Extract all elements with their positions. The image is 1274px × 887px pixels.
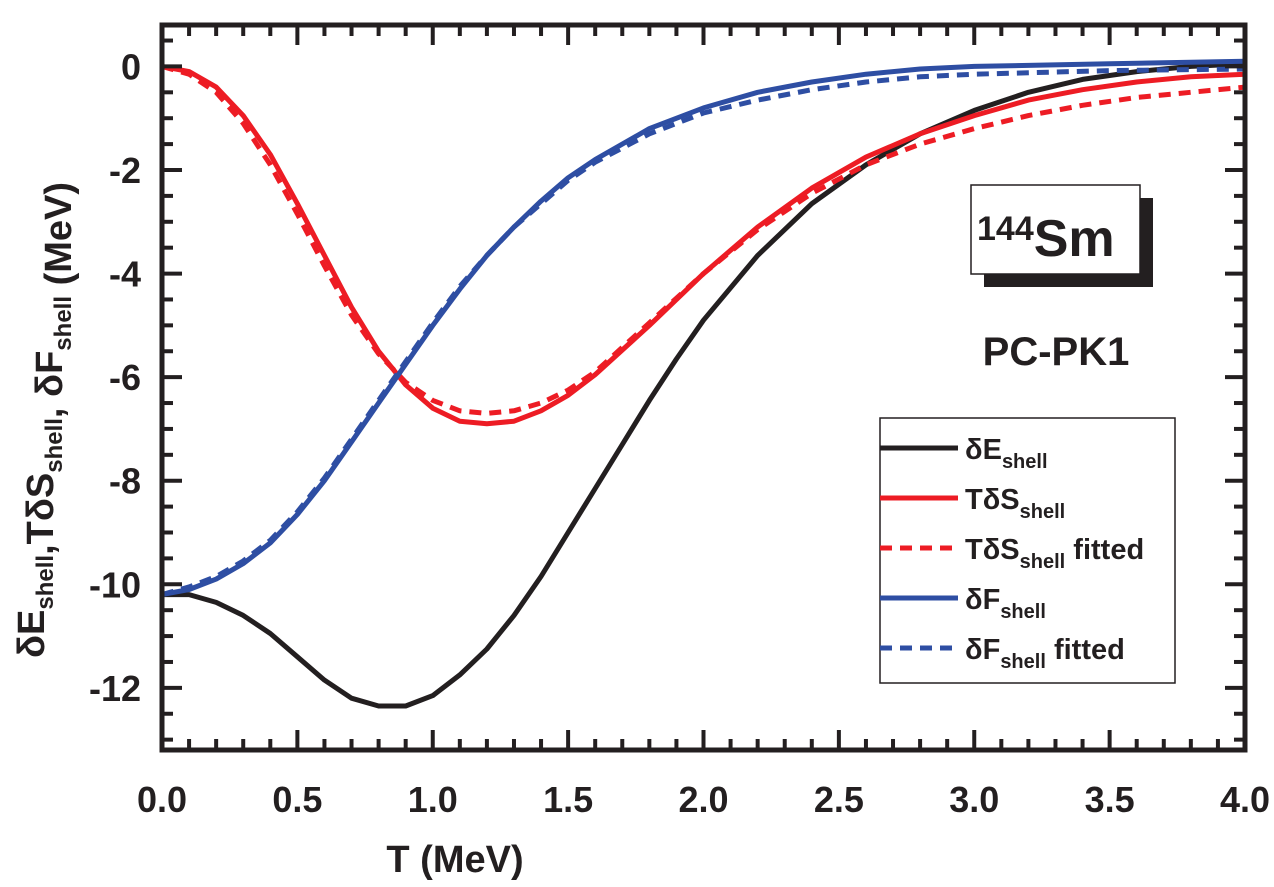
series-line-fshell-fitted bbox=[162, 66, 1245, 598]
legend-item: TδSshell bbox=[880, 484, 1065, 523]
x-tick-label: 4.0 bbox=[1220, 779, 1270, 820]
x-tick-labels: 0.0 0.5 1.0 1.5 2.0 2.5 3.0 3.5 4.0 bbox=[137, 779, 1270, 820]
y-title-subscript: shell bbox=[41, 418, 68, 473]
y-tick-label: -6 bbox=[109, 357, 141, 398]
y-title-part: ,TδS bbox=[20, 473, 62, 555]
x-tick-label: 0.0 bbox=[137, 779, 187, 820]
y-title-part: (MeV) bbox=[38, 182, 80, 296]
x-tick-label: 0.5 bbox=[272, 779, 322, 820]
y-tick-labels: 0 -2 -4 -6 -8 -10 -12 bbox=[89, 46, 141, 708]
x-tick-label: 3.5 bbox=[1085, 779, 1135, 820]
y-tick-label: -10 bbox=[89, 564, 141, 605]
nucleus-symbol: Sm bbox=[1034, 210, 1115, 268]
model-label: PC-PK1 bbox=[983, 330, 1130, 374]
y-title-subscript: shell bbox=[50, 296, 77, 351]
legend-item: δFshell bbox=[880, 584, 1046, 623]
y-tick-label: -8 bbox=[109, 461, 141, 502]
series-layer bbox=[162, 58, 1245, 709]
nucleus-box bbox=[970, 184, 1141, 275]
svg-text:144Sm: 144Sm bbox=[977, 210, 1115, 268]
legend: δEshell TδSshell TδSshell fitted δFshell δFs… bbox=[879, 417, 1176, 684]
legend-label: δFshell bbox=[965, 584, 1046, 623]
legend-items: δEshell TδSshell TδSshell fitted δFshell δFs… bbox=[880, 434, 1144, 673]
legend-item: δEshell bbox=[880, 434, 1048, 473]
nucleus-label-box: 144Sm bbox=[970, 184, 1153, 287]
x-tick-label: 2.0 bbox=[678, 779, 728, 820]
x-tick-label: 2.5 bbox=[814, 779, 864, 820]
legend-label: δEshell bbox=[965, 434, 1048, 473]
legend-label: TδSshell bbox=[965, 484, 1065, 523]
plot-frame bbox=[159, 22, 1248, 753]
y-title-subscript: shell bbox=[32, 555, 59, 610]
legend-item: TδSshell fitted bbox=[880, 534, 1144, 573]
y-title-part: , δF bbox=[29, 351, 71, 418]
legend-item: δFshell fitted bbox=[880, 634, 1125, 673]
series-line-tsshell-fitted bbox=[162, 63, 1245, 416]
y-title-part: δE bbox=[11, 610, 53, 658]
series-line-eshell bbox=[162, 61, 1245, 709]
nucleus-mass: 144 bbox=[977, 210, 1034, 248]
x-tick-label: 1.0 bbox=[408, 779, 458, 820]
legend-label: δFshell fitted bbox=[965, 634, 1125, 673]
y-tick-label: -12 bbox=[89, 668, 141, 709]
x-tick-label: 1.5 bbox=[543, 779, 593, 820]
y-tick-label: -4 bbox=[109, 254, 141, 295]
y-tick-label: 0 bbox=[121, 46, 141, 87]
x-axis-title: T (MeV) bbox=[386, 839, 523, 881]
legend-label: TδSshell fitted bbox=[965, 534, 1144, 573]
x-tick-label: 3.0 bbox=[949, 779, 999, 820]
y-tick-label: -2 bbox=[109, 150, 141, 191]
series-line-tsshell bbox=[162, 63, 1245, 427]
y-axis-title: δEshell,TδSshell, δFshell (MeV) bbox=[11, 182, 80, 658]
